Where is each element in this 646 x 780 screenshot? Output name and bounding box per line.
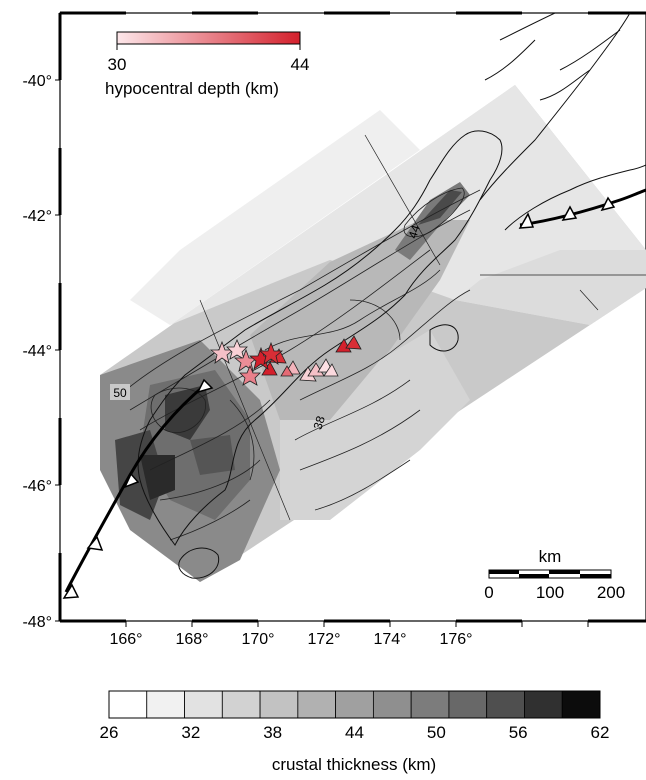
longitude-axis: 166° 168° 170° 172° 174° 176° <box>109 621 589 648</box>
depth-legend-title: hypocentral depth (km) <box>105 79 279 98</box>
station-marker <box>280 365 294 377</box>
thickness-color-cell <box>335 690 374 719</box>
depth-max-label: 44 <box>291 55 310 74</box>
thickness-color-cell <box>561 690 601 719</box>
epicenter-star <box>239 364 261 386</box>
thickness-tick-label: 26 <box>100 723 119 742</box>
latitude-axis: -40° -42° -44° -46° -48° <box>22 73 60 631</box>
thickness-color-cell <box>259 690 299 719</box>
thickness-color-cell <box>372 690 412 719</box>
depth-gradient-bar <box>116 31 301 45</box>
scale-tick-label: 100 <box>536 583 564 602</box>
epicenter-star <box>258 341 284 365</box>
thickness-tick-label: 62 <box>591 723 610 742</box>
thickness-tick-label: 32 <box>181 723 200 742</box>
lat-label: -48° <box>22 614 52 631</box>
station-marker <box>261 361 278 376</box>
thickness-tick-label: 50 <box>427 723 446 742</box>
thickness-color-cell <box>297 690 337 719</box>
contour-label-50: 50 <box>113 386 127 400</box>
station-marker <box>345 335 362 350</box>
seismic-markers <box>209 335 362 386</box>
thickness-color-cell <box>486 690 525 719</box>
thickness-color-cell <box>524 690 563 719</box>
lat-label: -44° <box>22 343 52 360</box>
station-marker <box>323 363 339 377</box>
thickness-color-cell <box>448 690 488 719</box>
thickness-color-cell <box>410 690 450 719</box>
subduction-teeth <box>62 196 616 599</box>
contour-label-44: 44 <box>405 223 423 240</box>
lon-label: 172° <box>307 631 340 648</box>
thickness-color-cell <box>184 690 223 719</box>
coastlines <box>137 13 646 579</box>
epicenter-star <box>226 338 248 360</box>
thickness-color-cell <box>108 690 148 719</box>
lon-label: 168° <box>175 631 208 648</box>
lon-label: 176° <box>439 631 472 648</box>
contour-labels: 44 50 38 <box>110 223 423 431</box>
lat-label: -42° <box>22 208 52 225</box>
depth-colorbar: 30 44 hypocentral depth (km) <box>105 31 310 98</box>
lat-label: -40° <box>22 73 52 90</box>
thickness-legend-title: crustal thickness (km) <box>272 755 436 774</box>
contour-label-38: 38 <box>310 414 328 431</box>
lat-label: -46° <box>22 478 52 495</box>
scale-unit-label: km <box>539 547 562 566</box>
lon-label: 174° <box>373 631 406 648</box>
thickness-tick-label: 38 <box>263 723 282 742</box>
lon-label: 170° <box>241 631 274 648</box>
scale-tick-label: 0 <box>484 583 493 602</box>
thickness-color-cell <box>146 690 185 719</box>
lon-label: 166° <box>109 631 142 648</box>
thickness-colorbar: 26 32 38 44 50 56 62 crustal thickness (km) <box>100 690 610 774</box>
depth-min-label: 30 <box>108 55 127 74</box>
scale-tick-label: 200 <box>597 583 625 602</box>
thickness-color-cell <box>221 690 261 719</box>
thickness-tick-label: 44 <box>345 723 364 742</box>
scale-bar: km 0 100 200 <box>484 547 625 602</box>
thickness-tick-label: 56 <box>509 723 528 742</box>
